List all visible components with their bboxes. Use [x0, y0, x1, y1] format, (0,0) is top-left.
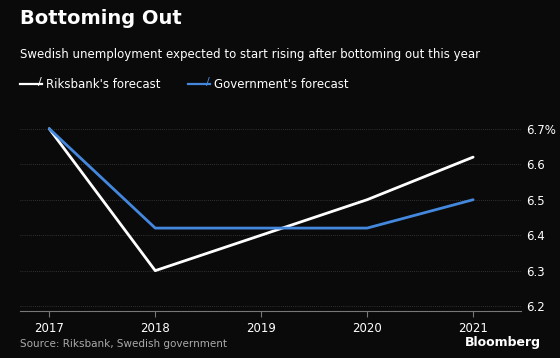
- Text: Bloomberg: Bloomberg: [464, 336, 540, 349]
- Text: /: /: [38, 77, 42, 87]
- Text: Source: Riksbank, Swedish government: Source: Riksbank, Swedish government: [20, 339, 227, 349]
- Text: Riksbank's forecast: Riksbank's forecast: [46, 78, 160, 91]
- Text: Government's forecast: Government's forecast: [214, 78, 348, 91]
- Text: Swedish unemployment expected to start rising after bottoming out this year: Swedish unemployment expected to start r…: [20, 48, 480, 61]
- Text: Bottoming Out: Bottoming Out: [20, 9, 181, 28]
- Text: /: /: [206, 77, 210, 87]
